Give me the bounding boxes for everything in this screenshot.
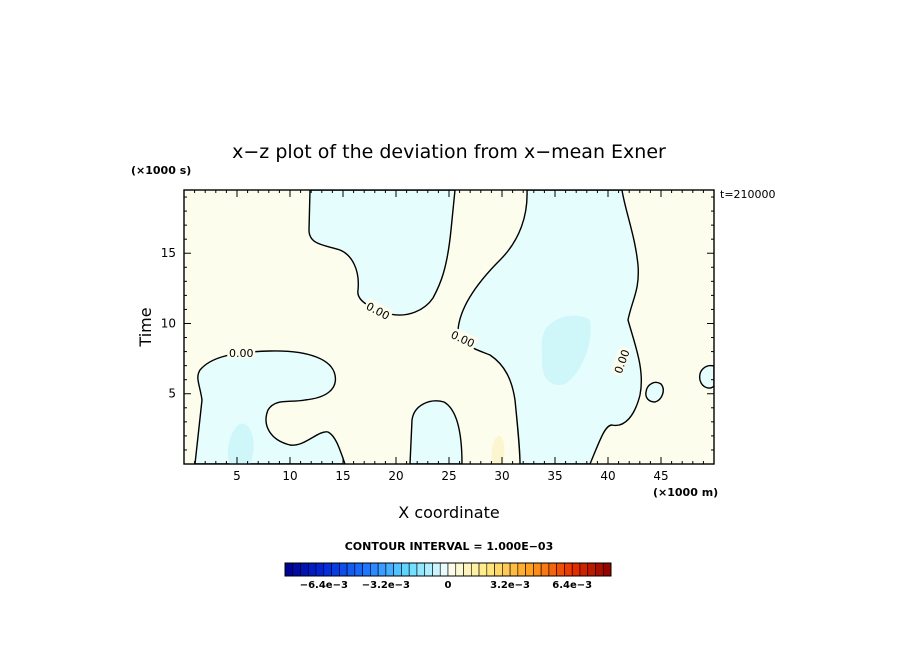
x-axis: 5 10 15 20 25 30 35 40 45: [194, 190, 704, 483]
contour-label-bg: [227, 345, 256, 358]
colorbar-bin: [439, 562, 449, 577]
colorbar-bin: [370, 562, 379, 577]
x-tick-label: 10: [282, 469, 297, 483]
contour-label-bg: [447, 326, 479, 350]
colorbar-bin: [517, 562, 526, 577]
colorbar-bin: [362, 562, 371, 577]
colorbar-label: −6.4e−3: [300, 580, 348, 591]
x-tick-label: 40: [600, 469, 615, 483]
y-tick-label: 5: [168, 387, 176, 401]
colorbar-bin: [548, 562, 557, 577]
colorbar-bin: [401, 562, 410, 577]
colorbar-bin: [540, 562, 550, 577]
x-tick-label: 20: [388, 469, 403, 483]
colorbar-bin: [292, 562, 301, 577]
colorbar-bin: [315, 562, 325, 577]
colorbar-bin: [455, 562, 464, 577]
colorbar-label: −3.2e−3: [362, 580, 410, 591]
colorbar-bin: [463, 562, 472, 577]
negative-region-center: [409, 400, 463, 464]
colorbar-bin: [595, 562, 604, 577]
colorbar-bin: [602, 562, 612, 577]
colorbar-bin: [432, 562, 441, 577]
colorbar-bin: [323, 562, 332, 577]
chart-title: x−z plot of the deviation from x−mean Ex…: [232, 141, 666, 163]
colorbar-bin: [385, 562, 394, 577]
colorbar-bin: [307, 562, 317, 577]
contour-label: 0.00: [229, 347, 254, 360]
colorbar-bin: [346, 562, 356, 577]
colorbar-bin: [354, 562, 363, 577]
y-axis-label: Time: [136, 307, 155, 347]
colorbar-bin: [587, 562, 596, 577]
contour-label-bg: [610, 345, 632, 377]
colorbar-bin: [533, 562, 542, 577]
colorbar: [284, 562, 612, 577]
colorbar-bin: [525, 562, 534, 577]
colorbar-bin: [377, 562, 387, 577]
contour-interval-label: CONTOUR INTERVAL = 1.000E−03: [345, 540, 554, 553]
negative-blob-edge: [699, 364, 714, 389]
colorbar-label: 6.4e−3: [552, 580, 592, 591]
y-axis: 5 10 15: [161, 196, 714, 451]
colorbar-bin: [470, 562, 480, 577]
colorbar-bin: [284, 562, 294, 577]
y-tick-label: 15: [161, 246, 176, 260]
y-unit-label: (×1000 s): [131, 164, 191, 177]
x-axis-label: X coordinate: [398, 503, 499, 522]
colorbar-bin: [447, 562, 457, 577]
colorbar-bin: [571, 562, 581, 577]
time-label: t=210000: [720, 188, 776, 201]
strong-negative-blob-right: [541, 315, 591, 386]
colorbar-bin: [416, 562, 426, 577]
x-tick-label: 35: [547, 469, 562, 483]
y-tick-label: 10: [161, 316, 176, 330]
x-tick-label: 5: [233, 469, 241, 483]
colorbar-bin: [478, 562, 488, 577]
colorbar-label: 3.2e−3: [490, 580, 530, 591]
negative-blob-small: [645, 381, 664, 403]
contour-label-bg: [363, 298, 394, 322]
x-unit-label: (×1000 m): [653, 486, 718, 499]
colorbar-labels: −6.4e−3 −3.2e−3 0 3.2e−3 6.4e−3: [300, 580, 592, 591]
colorbar-bin: [408, 562, 418, 577]
x-tick-label: 25: [441, 469, 456, 483]
colorbar-bin: [494, 562, 503, 577]
colorbar-bin: [564, 562, 573, 577]
colorbar-bin: [331, 562, 340, 577]
colorbar-bin: [579, 562, 589, 577]
field-area: [184, 190, 714, 464]
strong-positive-blob: [491, 435, 505, 464]
colorbar-bin: [393, 562, 402, 577]
colorbar-bin: [556, 562, 565, 577]
colorbar-label: 0: [445, 580, 452, 591]
x-tick-label: 45: [653, 469, 668, 483]
strong-negative-blob-left: [227, 423, 254, 464]
x-tick-label: 15: [335, 469, 350, 483]
colorbar-bin: [300, 562, 309, 577]
colorbar-bin: [509, 562, 519, 577]
x-tick-label: 30: [494, 469, 509, 483]
colorbar-bin: [424, 562, 433, 577]
colorbar-bin: [502, 562, 511, 577]
colorbar-bin: [339, 562, 348, 577]
colorbar-frame: [284, 562, 612, 577]
colorbar-bin: [486, 562, 495, 577]
